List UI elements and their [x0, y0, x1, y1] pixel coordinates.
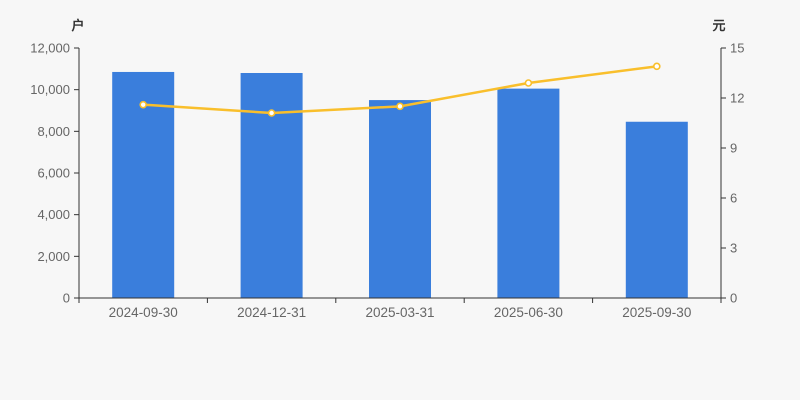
right-axis-tick-label: 3 — [730, 241, 737, 256]
x-axis-label: 2024-09-30 — [109, 305, 178, 320]
right-axis-unit-label: 元 — [712, 18, 726, 33]
bar[interactable] — [112, 71, 175, 298]
left-axis-tick-label: 12,000 — [30, 41, 70, 56]
x-axis-label: 2024-12-31 — [237, 305, 306, 320]
bar[interactable] — [625, 121, 688, 298]
right-axis-tick-label: 6 — [730, 191, 737, 206]
line-marker[interactable] — [524, 79, 533, 87]
left-axis-tick-label: 0 — [63, 291, 70, 306]
right-axis-tick-label: 0 — [730, 291, 737, 306]
bar[interactable] — [369, 100, 431, 298]
line-marker[interactable] — [396, 102, 404, 111]
line-marker[interactable] — [652, 62, 661, 71]
left-axis-tick-label: 4,000 — [37, 207, 70, 222]
right-axis-tick-label: 15 — [730, 41, 744, 56]
x-axis-label: 2025-06-30 — [494, 305, 563, 320]
left-axis-tick-label: 10,000 — [30, 82, 70, 97]
right-axis-tick-label: 9 — [730, 141, 737, 156]
bar[interactable] — [240, 73, 303, 298]
x-axis-label: 2025-03-31 — [365, 305, 434, 320]
x-axis-label: 2025-09-30 — [622, 305, 691, 320]
bar[interactable] — [497, 88, 560, 298]
line-marker[interactable] — [267, 109, 276, 117]
line-marker[interactable] — [139, 100, 147, 109]
left-axis-unit-label: 户 — [71, 18, 85, 33]
right-axis-tick-label: 12 — [730, 91, 744, 106]
left-axis-tick-label: 2,000 — [37, 249, 70, 264]
left-axis-tick-label: 6,000 — [37, 166, 70, 181]
left-axis-tick-label: 8,000 — [37, 124, 70, 139]
